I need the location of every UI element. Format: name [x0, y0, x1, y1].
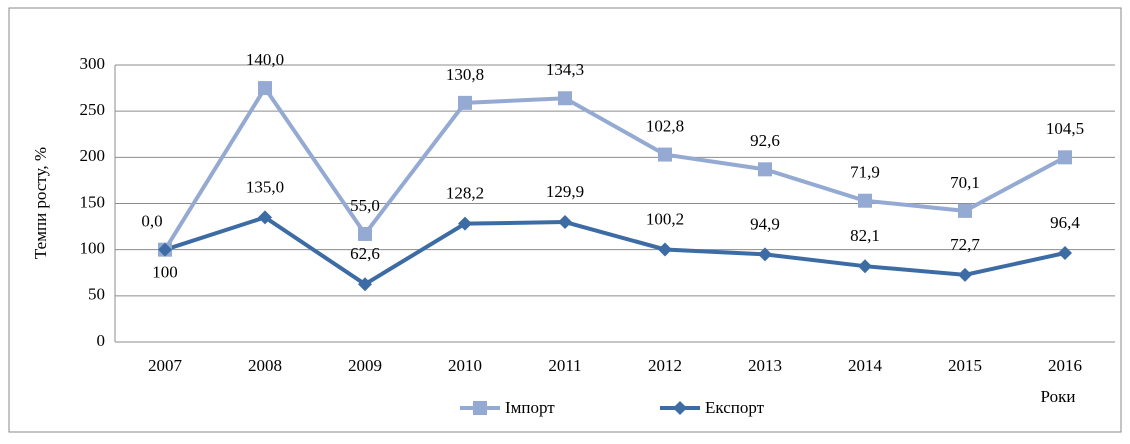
y-tick-label: 100	[80, 239, 106, 258]
marker	[558, 215, 572, 230]
marker	[1058, 245, 1072, 260]
data-label: 100	[152, 263, 178, 282]
x-tick-label: 2015	[948, 356, 982, 375]
x-tick-label: 2010	[448, 356, 482, 375]
point-annotation: 70,1	[950, 173, 980, 192]
marker	[858, 193, 872, 208]
marker	[958, 203, 972, 218]
marker	[158, 242, 172, 257]
x-tick-label: 2012	[648, 356, 682, 375]
series-line	[164, 215, 1066, 287]
legend-label: Експорт	[705, 398, 765, 417]
y-tick-label: 300	[80, 54, 106, 73]
marker	[558, 91, 572, 106]
legend-marker	[473, 401, 487, 415]
y-tick-label: 50	[88, 285, 105, 304]
x-tick-label: 2014	[848, 356, 883, 375]
data-label: 62,6	[350, 244, 380, 263]
marker	[958, 267, 972, 282]
legend-label: Імпорт	[505, 398, 555, 417]
point-annotation: 130,8	[446, 65, 484, 84]
y-tick-label: 250	[80, 100, 106, 119]
marker	[858, 259, 872, 274]
data-label: 72,7	[950, 235, 980, 254]
marker	[658, 242, 672, 257]
legend-marker	[673, 401, 687, 415]
marker	[458, 216, 472, 231]
point-annotation: 0,0	[141, 212, 162, 231]
x-tick-label: 2007	[148, 356, 183, 375]
data-label: 82,1	[850, 226, 880, 245]
data-label: 100,2	[646, 209, 684, 228]
marker	[358, 277, 372, 292]
y-tick-label: 200	[80, 146, 106, 165]
marker	[358, 226, 372, 241]
x-tick-label: 2008	[248, 356, 282, 375]
point-annotation: 134,3	[546, 60, 584, 79]
marker	[258, 210, 272, 225]
data-label: 128,2	[446, 184, 484, 203]
point-annotation: 55,0	[350, 196, 380, 215]
point-annotation: 71,9	[850, 163, 880, 182]
x-axis-title: Роки	[1041, 387, 1076, 406]
point-annotation: 104,5	[1046, 119, 1084, 138]
x-tick-label: 2011	[548, 356, 581, 375]
data-label: 135,0	[246, 177, 284, 196]
data-label: 94,9	[750, 214, 780, 233]
y-tick-label: 150	[80, 192, 106, 211]
y-axis-title: Темпи росту, %	[31, 147, 50, 259]
marker	[1058, 150, 1072, 165]
x-tick-label: 2013	[748, 356, 782, 375]
marker	[258, 81, 272, 96]
x-tick-label: 2009	[348, 356, 382, 375]
point-annotation: 102,8	[646, 116, 684, 135]
marker	[658, 147, 672, 162]
y-tick-label: 0	[97, 331, 106, 350]
marker	[758, 162, 772, 177]
marker	[458, 95, 472, 110]
data-label: 129,9	[546, 182, 584, 201]
data-label: 96,4	[1050, 213, 1080, 232]
point-annotation: 92,6	[750, 131, 780, 150]
x-tick-label: 2016	[1048, 356, 1082, 375]
series-line	[163, 84, 1066, 251]
point-annotation: 140,0	[246, 50, 284, 69]
marker	[758, 247, 772, 262]
